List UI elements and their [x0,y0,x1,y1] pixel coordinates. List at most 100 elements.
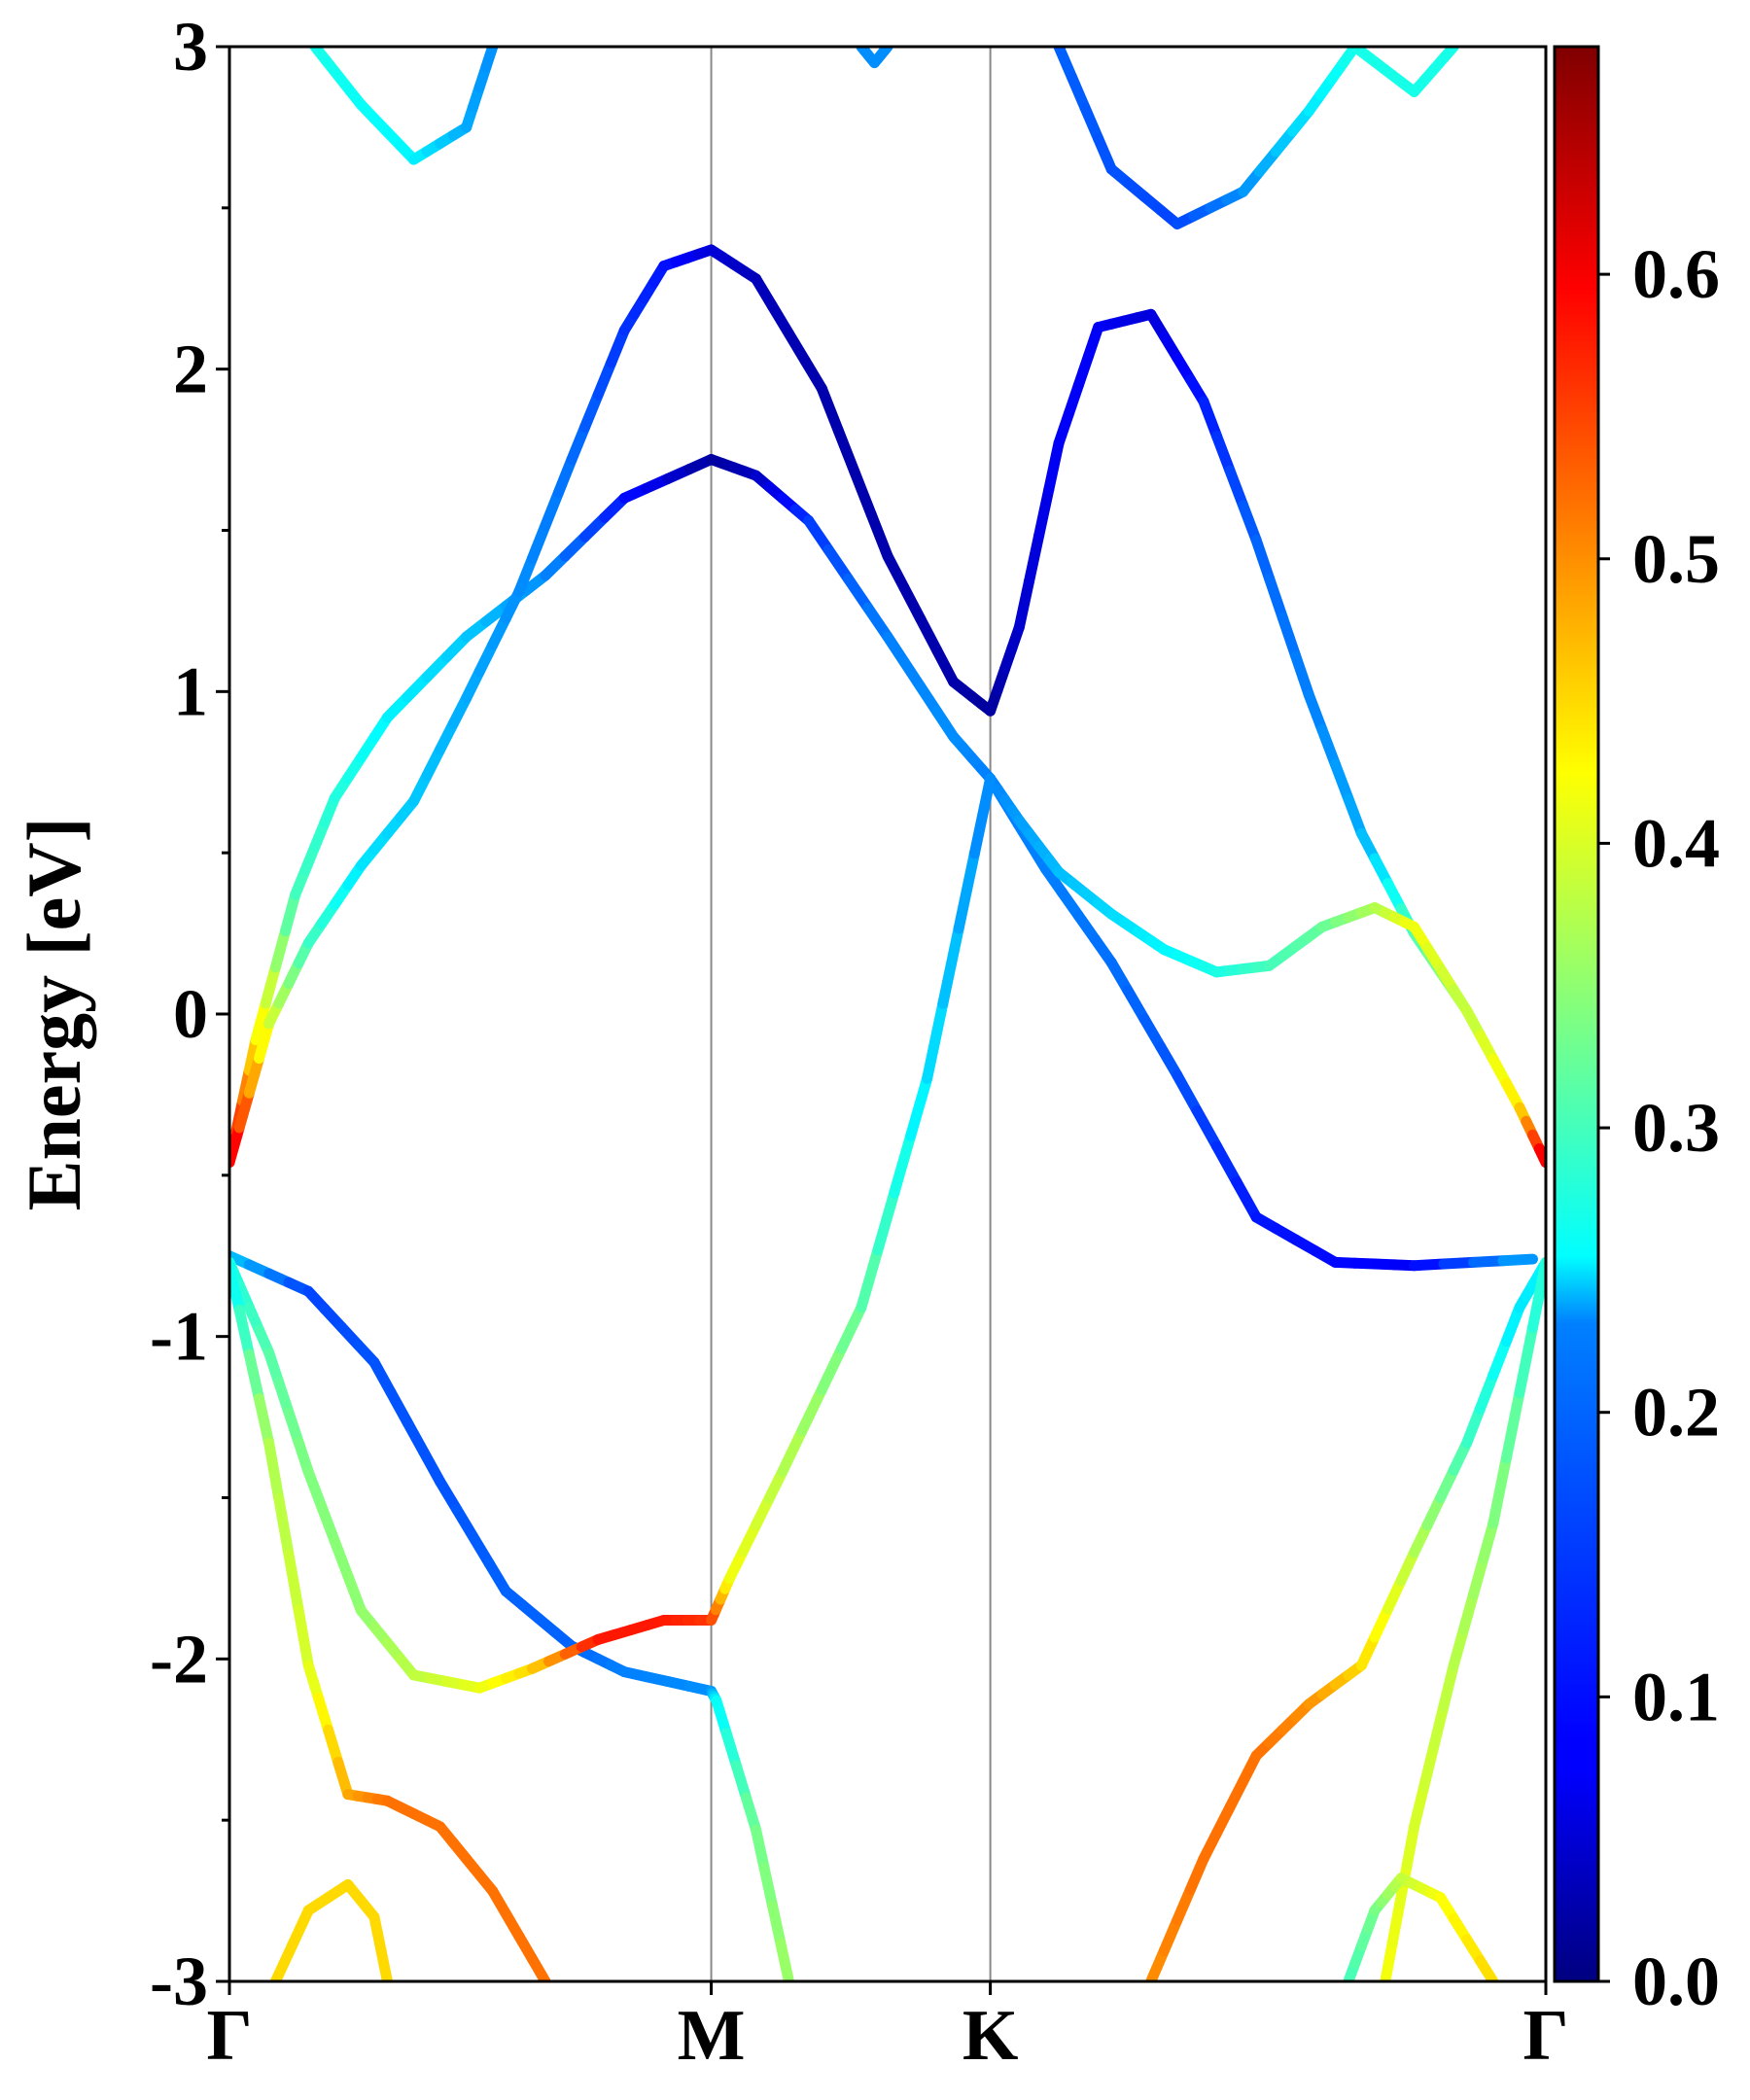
band-segment [540,487,564,532]
band-segment [1145,1944,1170,1981]
band-segment [862,602,893,643]
band-segment [1474,1954,1499,1981]
band-segment [1277,612,1302,662]
band-segment [1457,1589,1480,1635]
band-segment [1497,1253,1538,1267]
band-segment [592,357,617,401]
band-segment [1264,573,1288,623]
band-segment [1122,985,1150,1025]
band-segment [730,1760,752,1803]
colorbar-tick-label: 0.0 [1632,1942,1720,2020]
band-segment [260,962,281,1009]
band-segment [1172,1069,1203,1116]
band-segment [273,1492,295,1560]
band-segment [1401,1821,1420,1872]
band-segment [968,773,997,859]
band-segment [1138,1013,1167,1053]
band-segment [243,1053,264,1099]
band-line [229,1250,794,1981]
kpoint-label: M [678,1996,746,2076]
band-segment [233,1087,255,1134]
y-axis-ticks: 3 2 1 0 -1 -2 -3 [150,8,229,2020]
band-segment [931,645,960,687]
band-segment [1033,483,1055,541]
band-segment [889,1130,917,1199]
band-segment [1500,1387,1525,1464]
y-tick-label: 3 [173,8,208,86]
band-segment [1478,1518,1499,1565]
band-segment [775,1938,794,1981]
band-segment [1474,1369,1499,1415]
band-segment [1013,576,1035,633]
colorbar-tick-label: 0.4 [1632,804,1720,882]
band-segment [1526,1256,1546,1334]
colorbar-tick-label: 0.3 [1632,1089,1720,1167]
band-segment [553,454,578,499]
y-tick-label: 1 [173,652,208,730]
band-segment [233,1304,255,1360]
band-segment [250,998,271,1046]
band-segment [378,1959,393,1981]
band-line [229,244,1546,1169]
colorbar-tick-label: 0.5 [1632,520,1720,598]
band-segment [832,425,860,478]
band-line [269,1879,393,1981]
band-segment [915,613,943,656]
band-line [1145,1256,1546,1981]
band-segment [1316,723,1341,770]
kpoint-label: Γ [1522,1996,1568,2076]
band-segment [1438,1660,1459,1711]
band-segment [579,389,604,433]
band-segment [269,926,292,973]
band-line [856,47,893,69]
band-segment [740,1792,762,1836]
band-segment [905,1072,933,1141]
band-segment [1428,1699,1450,1752]
y-tick-label: -2 [150,1620,208,1698]
band-line [1380,1256,1546,1981]
band-segment [526,520,551,565]
kpoint-label: Γ [206,1996,252,2076]
band-segment [803,515,834,555]
band-segment [1043,438,1065,495]
band-segment [253,1018,275,1065]
band-line [1053,47,1459,229]
band-segment [1224,465,1249,511]
band-segment [1155,1041,1183,1081]
band-segment [1184,1853,1209,1895]
band-segment [293,1604,314,1671]
band-segment [316,1501,340,1547]
band-segment [882,550,910,593]
band-segment [1343,793,1367,839]
band-segment [1386,1898,1406,1948]
band-segment [842,573,874,613]
band-segment [1514,1322,1538,1399]
band-segment [1198,396,1222,441]
band-segment [229,1260,245,1315]
band-segment [1158,1914,1183,1956]
band-segment [1488,1452,1512,1529]
band-segment [385,1386,413,1428]
band-segment [1211,430,1236,476]
band-segment [332,1756,354,1801]
band-segment [865,508,893,562]
kpoint-label: K [962,1996,1019,2076]
high-symmetry-gridlines [710,47,992,1981]
band-segment [856,1244,884,1313]
colorbar-ticks: 0.0 0.1 0.2 0.3 0.4 0.5 0.6 [1598,235,1720,2020]
band-segment [1105,957,1134,997]
bands-group [229,47,1546,1981]
colorbar-tick-label: 0.6 [1632,235,1720,313]
band-segment [872,1187,900,1256]
band-segment [1067,72,1091,114]
band-segment [283,1549,304,1616]
band-segment [480,47,499,73]
band-segment [1231,1175,1262,1223]
band-segment [253,1393,275,1449]
band-segment [1053,47,1078,84]
band-segment [1172,1883,1196,1926]
band-segment [323,1724,344,1768]
band-segment [342,1570,367,1617]
